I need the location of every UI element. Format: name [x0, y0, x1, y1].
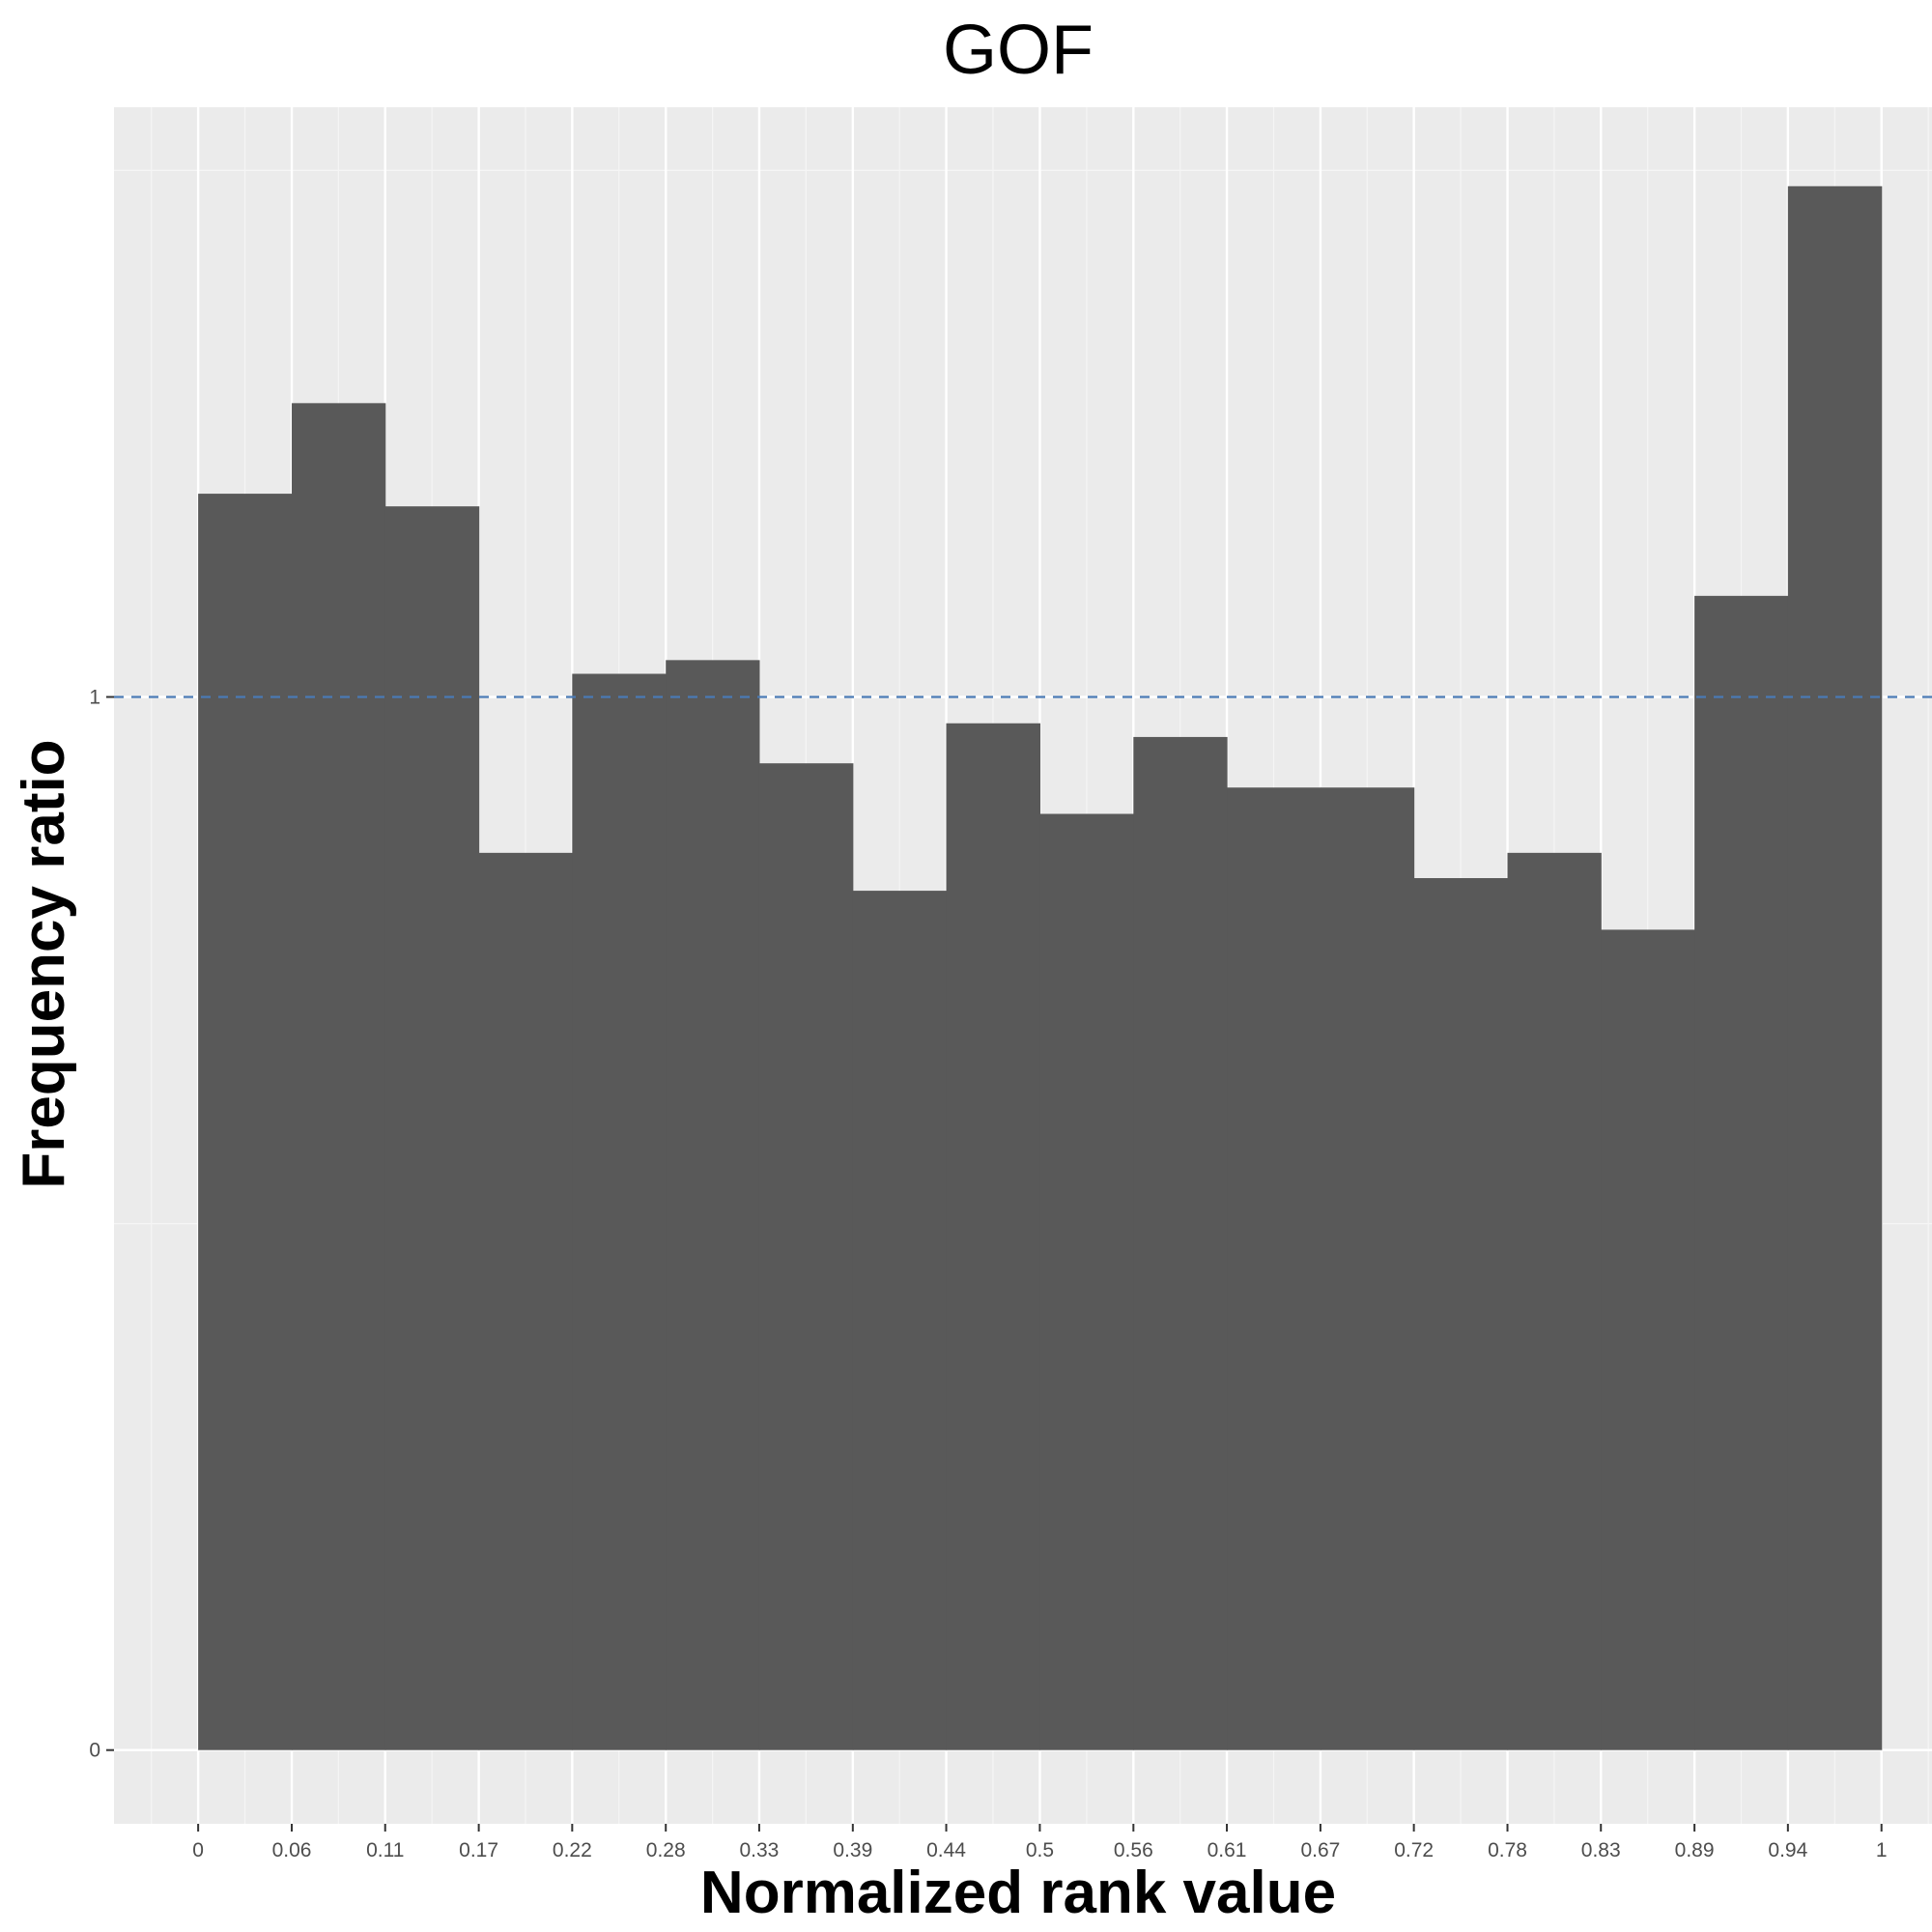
y-tick-label: 0 — [89, 1740, 100, 1762]
bar — [198, 494, 293, 1750]
x-tick-label: 0.56 — [1114, 1839, 1153, 1861]
bar — [1039, 813, 1134, 1750]
chart-title: GOF — [943, 12, 1094, 89]
x-tick-label: 0.67 — [1300, 1839, 1340, 1861]
x-tick-label: 0.72 — [1394, 1839, 1434, 1861]
bar — [1601, 929, 1695, 1750]
bar — [1694, 595, 1789, 1750]
x-axis: 0 0.06 0.11 0.17 0.22 0.28 0.33 0.39 0.44 0.5 0.56… — [192, 1824, 1888, 1861]
bar — [1787, 185, 1883, 1750]
x-tick-label: 0.78 — [1488, 1839, 1527, 1861]
bar — [384, 506, 480, 1750]
x-tick-label: 0.5 — [1026, 1839, 1054, 1861]
x-tick-label: 0.11 — [366, 1839, 404, 1861]
y-axis-title: Frequency ratio — [11, 739, 77, 1188]
x-tick-label: 0.94 — [1768, 1839, 1807, 1861]
x-tick-label: 0.28 — [646, 1839, 686, 1861]
x-tick-label: 0.06 — [272, 1839, 312, 1861]
y-axis: 01 — [89, 687, 114, 1762]
x-tick-label: 1 — [1876, 1839, 1888, 1861]
bar — [1507, 852, 1602, 1750]
bar — [758, 763, 854, 1750]
x-axis-title: Normalized rank value — [700, 1860, 1336, 1926]
x-tick-label: 0.39 — [833, 1839, 872, 1861]
bar — [1413, 878, 1509, 1750]
bar — [292, 403, 386, 1750]
x-tick-label: 0.61 — [1208, 1839, 1247, 1861]
x-tick-label: 0.89 — [1675, 1839, 1715, 1861]
bar — [666, 660, 760, 1750]
bar — [1227, 787, 1321, 1750]
bars — [198, 185, 1883, 1750]
x-tick-label: 0.22 — [553, 1839, 592, 1861]
y-tick-label: 1 — [89, 687, 100, 709]
bar — [852, 891, 948, 1750]
bar — [478, 852, 573, 1750]
x-tick-label: 0 — [192, 1839, 204, 1861]
x-tick-label: 0.44 — [926, 1839, 966, 1861]
x-tick-label: 0.83 — [1581, 1839, 1621, 1861]
x-tick-label: 0.17 — [459, 1839, 498, 1861]
x-tick-label: 0.33 — [739, 1839, 779, 1861]
bar — [572, 673, 667, 1750]
bar — [1133, 736, 1228, 1750]
bar — [1320, 787, 1415, 1750]
bar — [946, 723, 1041, 1750]
